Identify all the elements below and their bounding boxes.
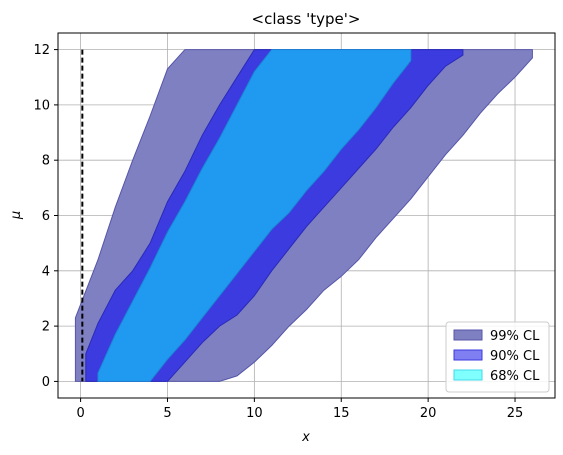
y-tick-label: 10 (33, 98, 50, 113)
y-tick-label: 6 (42, 209, 50, 224)
legend: 99% CL 90% CL 68% CL (445, 321, 550, 393)
confidence-bands (74, 49, 533, 382)
legend-swatch (453, 369, 483, 381)
legend-label: 90% CL (490, 349, 540, 364)
x-axis-label: x (301, 430, 310, 445)
legend-label: 68% CL (490, 369, 540, 384)
legend-swatch (453, 329, 483, 341)
y-tick-label: 12 (33, 43, 50, 58)
y-tick-label: 2 (42, 320, 50, 335)
chart-title: <class 'type'> (252, 10, 361, 28)
x-tick-label: 20 (420, 406, 437, 421)
legend-label: 99% CL (490, 329, 540, 344)
x-tick-label: 0 (76, 406, 84, 421)
x-tick-label: 10 (246, 406, 263, 421)
x-tick-label: 25 (507, 406, 524, 421)
y-axis-label: μ (9, 211, 24, 220)
x-tick-label: 15 (333, 406, 350, 421)
y-tick-label: 4 (42, 264, 50, 279)
y-tick-label: 8 (42, 154, 50, 169)
x-tick-label: 5 (163, 406, 171, 421)
y-tick-label: 0 (42, 375, 50, 390)
axis-ticks: 0 5 10 15 20 25 0 2 4 6 8 10 12 (33, 43, 523, 421)
legend-swatch (453, 349, 483, 361)
band-68-cl (97, 49, 412, 382)
